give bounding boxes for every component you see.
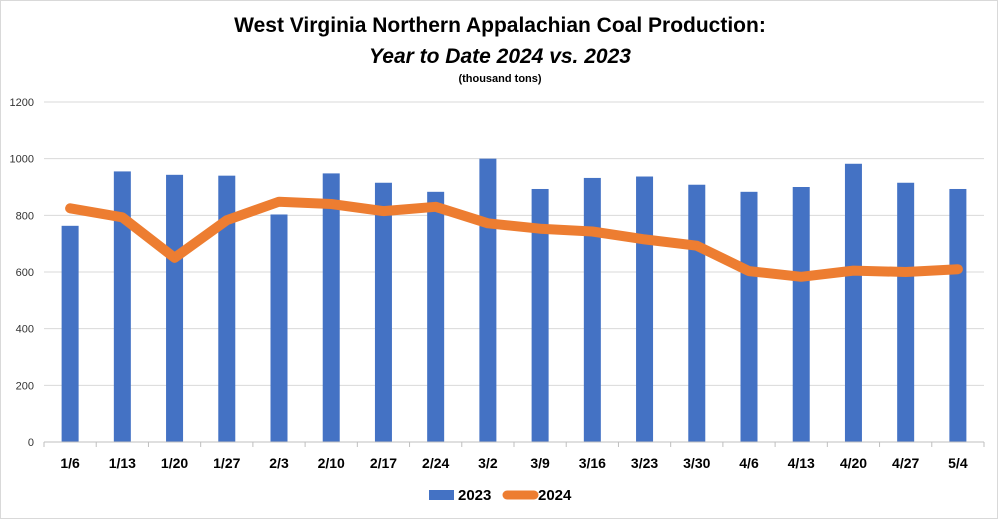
line-layer bbox=[65, 196, 963, 282]
point-2024-3/23 bbox=[644, 238, 646, 240]
x-tick-label: 2/24 bbox=[422, 455, 449, 471]
y-tick-label: 600 bbox=[16, 267, 34, 279]
point-2024-4/20 bbox=[852, 270, 854, 272]
bar-2023-3/30 bbox=[688, 184, 706, 442]
bar-2023-1/20 bbox=[166, 174, 184, 443]
x-tick-label: 5/4 bbox=[948, 455, 968, 471]
x-tick-label: 1/20 bbox=[161, 455, 188, 471]
legend-swatch-2023 bbox=[429, 490, 454, 500]
point-2024-2/3 bbox=[278, 201, 280, 203]
point-2024-3/30 bbox=[696, 245, 698, 247]
bar-2023-4/6 bbox=[740, 191, 758, 442]
x-tick-label: 4/27 bbox=[892, 455, 919, 471]
point-2024-2/10 bbox=[330, 203, 332, 205]
bar-2023-3/16 bbox=[583, 177, 601, 442]
point-2024-4/27 bbox=[905, 271, 907, 273]
point-2024-1/20 bbox=[174, 257, 176, 259]
x-tick-label: 3/16 bbox=[579, 455, 606, 471]
grid-layer bbox=[44, 101, 984, 386]
bar-2023-3/9 bbox=[531, 188, 549, 442]
axis-layer: 0 200 400 600 800 1000 1200 1/6 1/13 1/20 1/27 2/3 2… bbox=[10, 97, 985, 471]
x-tick-label: 1/13 bbox=[109, 455, 136, 471]
x-tick-label: 3/9 bbox=[530, 455, 550, 471]
bar-2023-4/20 bbox=[844, 163, 862, 442]
x-tick-label: 4/6 bbox=[739, 455, 759, 471]
x-tick-label: 2/10 bbox=[318, 455, 345, 471]
y-tick-label: 1000 bbox=[10, 154, 34, 166]
legend-label-2023: 2023 bbox=[458, 487, 491, 504]
bar-2023-1/6 bbox=[61, 225, 79, 442]
bar-2023-5/4 bbox=[949, 188, 967, 442]
y-tick-label: 1200 bbox=[10, 97, 34, 109]
bar-layer bbox=[61, 158, 967, 443]
chart-title: West Virginia Northern Appalachian Coal … bbox=[234, 14, 766, 37]
x-tick-label: 4/13 bbox=[788, 455, 815, 471]
bar-2023-4/27 bbox=[897, 182, 915, 442]
point-2024-1/13 bbox=[121, 216, 123, 218]
y-tick-label: 200 bbox=[16, 380, 34, 392]
y-tick-label: 400 bbox=[16, 324, 34, 336]
point-2024-3/2 bbox=[487, 222, 489, 224]
x-tick-label: 3/2 bbox=[478, 455, 498, 471]
point-2024-2/24 bbox=[435, 206, 437, 208]
point-2024-1/27 bbox=[226, 219, 228, 221]
bar-2023-2/17 bbox=[374, 182, 392, 442]
chart-units: (thousand tons) bbox=[458, 73, 541, 85]
x-tick-label: 3/23 bbox=[631, 455, 658, 471]
bar-2023-4/13 bbox=[792, 187, 810, 442]
x-tick-label: 4/20 bbox=[840, 455, 867, 471]
x-tick-label: 1/27 bbox=[213, 455, 240, 471]
bar-2023-2/10 bbox=[322, 173, 340, 442]
bar-2023-2/24 bbox=[427, 191, 445, 442]
point-2024-1/6 bbox=[69, 207, 71, 209]
chart-subtitle: Year to Date 2024 vs. 2023 bbox=[369, 45, 631, 68]
bar-2023-1/13 bbox=[113, 171, 131, 442]
point-2024-5/4 bbox=[957, 268, 959, 270]
bar-2023-3/23 bbox=[636, 176, 654, 442]
x-tick-label: 1/6 bbox=[60, 455, 80, 471]
bar-2023-3/2 bbox=[479, 158, 497, 442]
y-tick-label: 0 bbox=[28, 437, 34, 449]
y-tick-label: 800 bbox=[16, 210, 34, 222]
bar-2023-1/27 bbox=[218, 175, 236, 442]
point-2024-4/13 bbox=[800, 276, 802, 278]
point-2024-4/6 bbox=[748, 270, 750, 272]
x-tick-label: 2/17 bbox=[370, 455, 397, 471]
point-2024-3/16 bbox=[591, 230, 593, 232]
bar-2023-2/3 bbox=[270, 214, 288, 442]
x-tick-label: 3/30 bbox=[683, 455, 710, 471]
point-2024-3/9 bbox=[539, 228, 541, 230]
point-2024-2/17 bbox=[382, 210, 384, 212]
x-tick-label: 2/3 bbox=[269, 455, 289, 471]
legend: 2023 2024 bbox=[429, 487, 572, 504]
line-2024 bbox=[65, 196, 963, 282]
legend-label-2024: 2024 bbox=[538, 487, 572, 504]
